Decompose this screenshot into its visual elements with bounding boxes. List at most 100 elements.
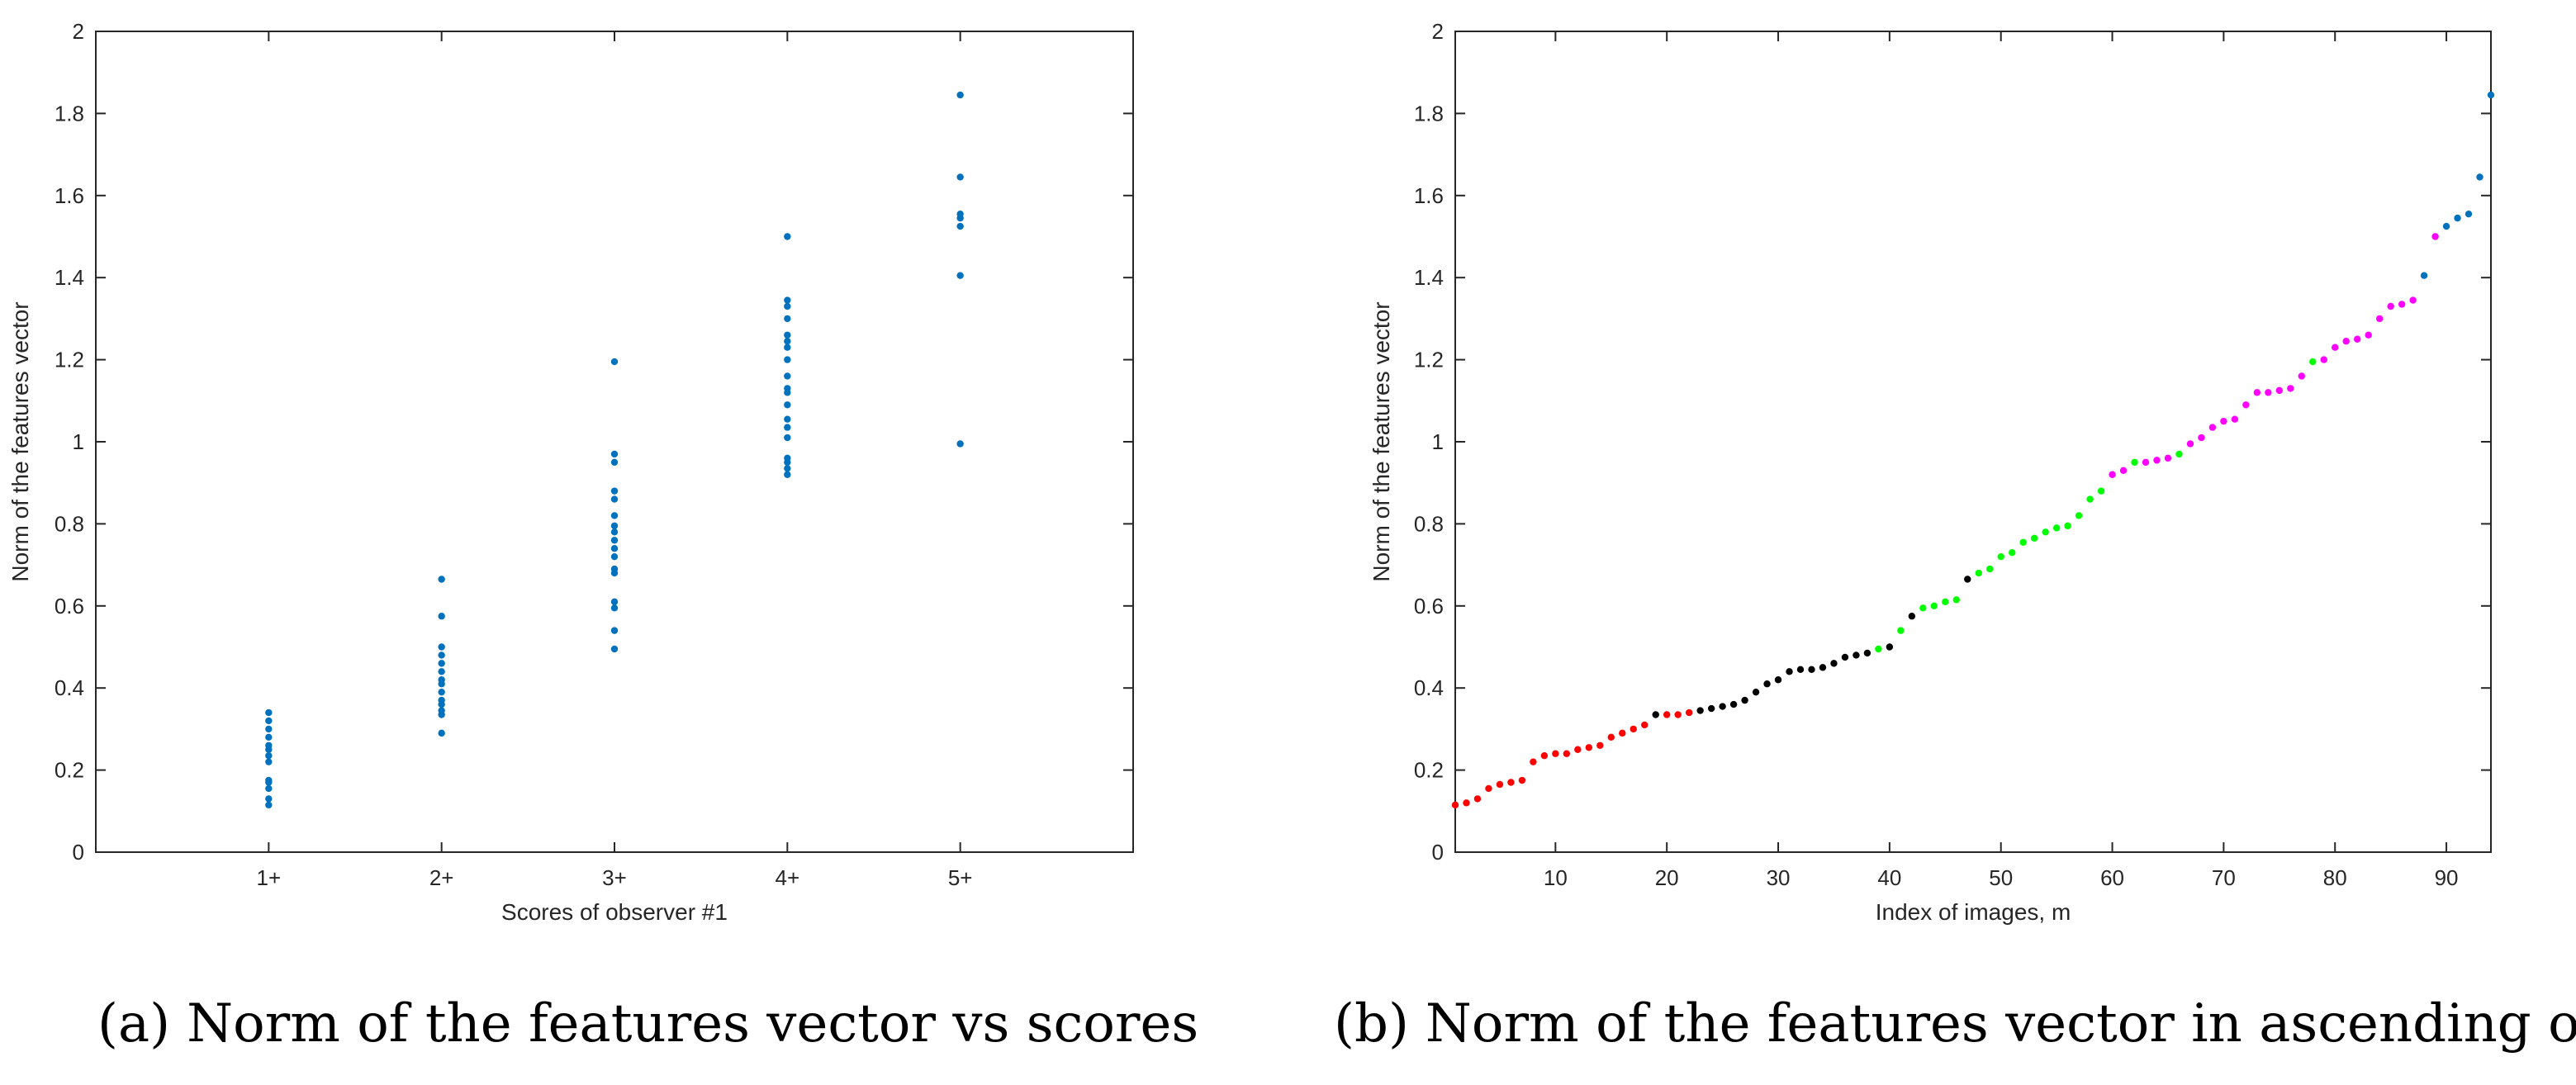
chart-b-point [2375, 315, 2384, 323]
chart-b-xtick-label: 10 [1544, 865, 1568, 890]
chart-a-point [438, 613, 445, 620]
chart-a-point [438, 576, 445, 583]
chart-a-point [438, 707, 445, 714]
chart-b-point [1496, 780, 1504, 789]
chart-b-ytick-label: 1.8 [1414, 101, 1444, 126]
chart-b-point [1853, 651, 1860, 659]
chart-b-point [2332, 344, 2339, 351]
chart-b-point [2119, 467, 2128, 474]
chart-b-point [1518, 776, 1526, 784]
chart-a-point [265, 717, 273, 725]
chart-a-point [784, 401, 791, 409]
chart-b-point [1875, 645, 1882, 653]
chart-a: 0 0.2 0.4 0.6 0.8 1 1.2 1.4 1.6 1.8 2 1+ 2+ 3+ 4+ 5+ Sco… [7, 19, 1134, 925]
chart-a-point [784, 296, 791, 304]
caption-b-text: Norm of the features vector in ascending… [1425, 993, 2576, 1054]
chart-a-point [610, 552, 619, 561]
chart-b-point [1774, 676, 1782, 684]
chart-a-ytick-label: 1.6 [55, 183, 84, 208]
chart-b-point [2231, 415, 2239, 423]
chart-b-ytick-label: 0.6 [1414, 594, 1444, 618]
chart-b-ytick-label: 0.8 [1414, 511, 1444, 536]
chart-a-point [265, 733, 273, 741]
chart-b-point [2164, 454, 2172, 462]
chart-b: 0 0.2 0.4 0.6 0.8 1 1.2 1.4 1.6 1.8 2 10 20 30 40 50 60 7… [1369, 19, 2495, 925]
chart-b-point [1719, 703, 1726, 710]
chart-b-ytick-label: 1.6 [1414, 183, 1444, 208]
chart-a-point [956, 91, 964, 99]
chart-b-point [2431, 233, 2439, 240]
chart-b-point [1619, 729, 1626, 737]
chart-a-xtick-label: 3+ [602, 865, 627, 890]
chart-a-point [784, 315, 791, 323]
chart-b-point [2242, 401, 2250, 409]
chart-b-ytick-label: 0.4 [1414, 675, 1444, 700]
chart-b-point [1841, 653, 1849, 661]
chart-a-point [610, 645, 619, 653]
chart-b-xtick-label: 90 [2435, 865, 2459, 890]
chart-b-point [2365, 331, 2372, 339]
chart-b-xtick-label: 80 [2323, 865, 2347, 890]
chart-a-point [784, 465, 791, 472]
chart-a-point [956, 222, 964, 230]
chart-b-point [2042, 528, 2049, 536]
chart-a-axes-box [95, 31, 1134, 853]
chart-b-ytick-label: 1 [1432, 429, 1444, 454]
chart-a-point [784, 356, 791, 363]
chart-a-point [610, 537, 619, 544]
chart-a-point [265, 801, 273, 809]
chart-b-point [1585, 744, 1593, 751]
chart-a-point [265, 752, 273, 760]
chart-b-point [1763, 680, 1771, 688]
chart-a-point [610, 522, 619, 530]
chart-b-point [2287, 385, 2294, 392]
chart-a-xtick-label: 5+ [948, 865, 973, 890]
chart-b-xtick-label: 20 [1655, 865, 1679, 890]
chart-b-xtick-label: 30 [1767, 865, 1791, 890]
chart-b-point [1563, 750, 1571, 757]
chart-b-point [2208, 424, 2217, 431]
chart-a-point [438, 696, 445, 704]
chart-a-point [610, 627, 619, 634]
chart-a-point [784, 302, 791, 310]
chart-b-point [2442, 222, 2450, 230]
chart-a-xtick-label: 4+ [776, 865, 800, 890]
caption-a-tag: (a) [97, 993, 171, 1054]
chart-b-ytick-label: 0.2 [1414, 758, 1444, 783]
chart-b-point [1986, 565, 1994, 573]
chart-b-point [1830, 660, 1838, 667]
chart-a-point [784, 434, 791, 442]
chart-b-point [2086, 495, 2094, 503]
chart-b-point [1796, 666, 1805, 674]
chart-a-point [265, 776, 273, 784]
chart-b-point [1540, 752, 1549, 760]
chart-b-point [2052, 524, 2061, 532]
chart-a-point [784, 415, 791, 423]
chart-a-point [610, 598, 619, 606]
chart-a-point [265, 784, 273, 793]
chart-b-point [2487, 91, 2495, 99]
chart-a-point [610, 512, 619, 519]
chart-b-point [2064, 522, 2071, 530]
chart-a-ytick-label: 1.2 [55, 348, 84, 372]
chart-b-point [1707, 704, 1715, 713]
chart-b-point [1596, 741, 1604, 749]
chart-b-point [2398, 301, 2406, 308]
chart-a-ylabel: Norm of the features vector [7, 301, 33, 581]
chart-a-ytick-label: 1.4 [55, 265, 84, 290]
chart-b-point [2109, 471, 2116, 478]
chart-a-point [265, 741, 273, 749]
chart-a-point [265, 708, 273, 717]
chart-a-point [438, 660, 445, 667]
chart-a-ytick-label: 0.8 [55, 511, 84, 536]
chart-b-axes-box [1454, 31, 2492, 853]
chart-b-point [2476, 173, 2483, 181]
caption-a: (a) Norm of the features vector vs scores [97, 987, 1198, 1061]
chart-a-point [438, 676, 445, 684]
chart-b-point [2008, 548, 2016, 557]
chart-a-point [610, 450, 619, 458]
chart-b-ytick-label: 0 [1432, 840, 1444, 865]
chart-b-point [2186, 440, 2194, 448]
chart-a-ytick-label: 0 [73, 840, 84, 865]
chart-b-xlabel: Index of images, m [1876, 899, 2071, 925]
